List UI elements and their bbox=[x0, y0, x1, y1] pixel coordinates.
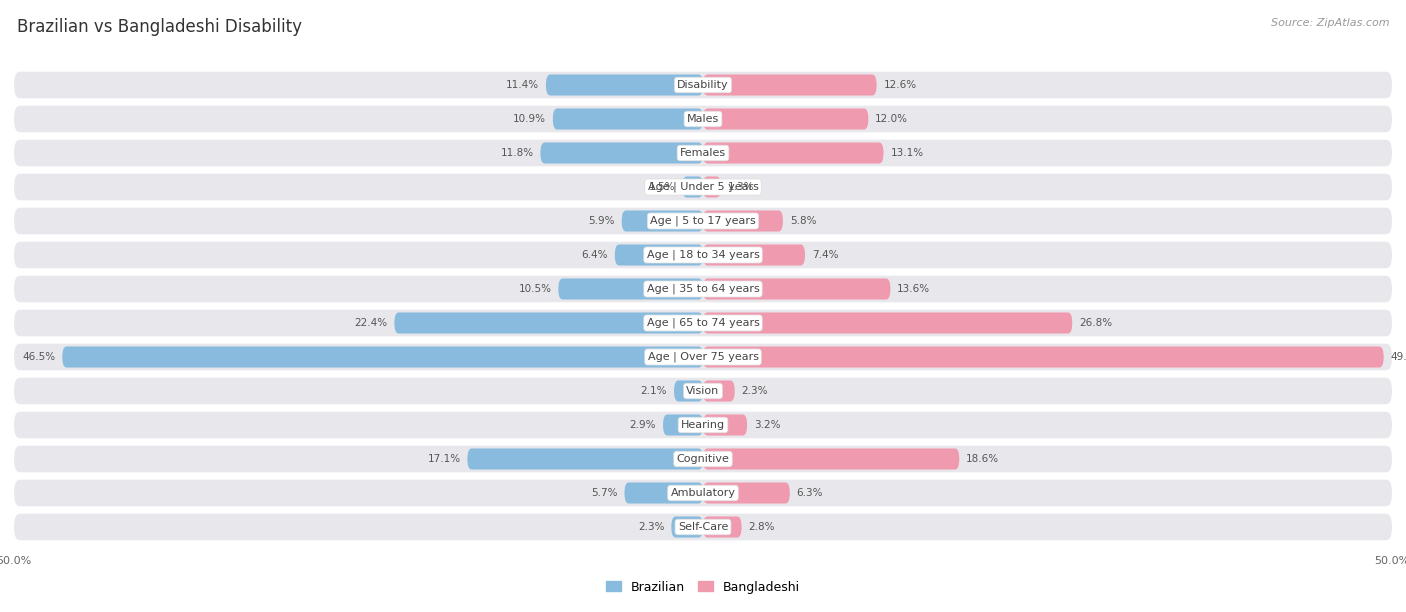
Text: 6.4%: 6.4% bbox=[582, 250, 607, 260]
FancyBboxPatch shape bbox=[14, 513, 1392, 540]
FancyBboxPatch shape bbox=[703, 482, 790, 504]
FancyBboxPatch shape bbox=[62, 346, 703, 368]
Text: 5.7%: 5.7% bbox=[591, 488, 617, 498]
FancyBboxPatch shape bbox=[621, 211, 703, 231]
Text: Age | 18 to 34 years: Age | 18 to 34 years bbox=[647, 250, 759, 260]
FancyBboxPatch shape bbox=[703, 75, 876, 95]
FancyBboxPatch shape bbox=[558, 278, 703, 299]
Text: Cognitive: Cognitive bbox=[676, 454, 730, 464]
Text: 7.4%: 7.4% bbox=[811, 250, 838, 260]
FancyBboxPatch shape bbox=[553, 108, 703, 130]
FancyBboxPatch shape bbox=[614, 244, 703, 266]
FancyBboxPatch shape bbox=[14, 412, 1392, 438]
FancyBboxPatch shape bbox=[14, 207, 1392, 234]
Text: Age | 65 to 74 years: Age | 65 to 74 years bbox=[647, 318, 759, 328]
FancyBboxPatch shape bbox=[703, 517, 741, 537]
Text: Females: Females bbox=[681, 148, 725, 158]
FancyBboxPatch shape bbox=[14, 378, 1392, 405]
Text: 5.8%: 5.8% bbox=[790, 216, 817, 226]
FancyBboxPatch shape bbox=[703, 108, 869, 130]
FancyBboxPatch shape bbox=[673, 381, 703, 401]
FancyBboxPatch shape bbox=[664, 414, 703, 436]
Text: 12.6%: 12.6% bbox=[883, 80, 917, 90]
Text: 22.4%: 22.4% bbox=[354, 318, 388, 328]
FancyBboxPatch shape bbox=[703, 211, 783, 231]
Text: 2.1%: 2.1% bbox=[641, 386, 668, 396]
Text: Ambulatory: Ambulatory bbox=[671, 488, 735, 498]
Text: Age | Under 5 years: Age | Under 5 years bbox=[648, 182, 758, 192]
FancyBboxPatch shape bbox=[14, 174, 1392, 200]
FancyBboxPatch shape bbox=[14, 446, 1392, 472]
Text: 5.9%: 5.9% bbox=[588, 216, 614, 226]
Text: 17.1%: 17.1% bbox=[427, 454, 461, 464]
Text: 26.8%: 26.8% bbox=[1080, 318, 1112, 328]
Text: Disability: Disability bbox=[678, 80, 728, 90]
FancyBboxPatch shape bbox=[703, 176, 721, 198]
FancyBboxPatch shape bbox=[703, 313, 1073, 334]
Text: 13.6%: 13.6% bbox=[897, 284, 931, 294]
Text: 10.5%: 10.5% bbox=[519, 284, 551, 294]
FancyBboxPatch shape bbox=[703, 143, 883, 163]
Text: 2.3%: 2.3% bbox=[741, 386, 768, 396]
FancyBboxPatch shape bbox=[703, 449, 959, 469]
FancyBboxPatch shape bbox=[671, 517, 703, 537]
FancyBboxPatch shape bbox=[14, 344, 1392, 370]
FancyBboxPatch shape bbox=[467, 449, 703, 469]
Text: 6.3%: 6.3% bbox=[797, 488, 823, 498]
Text: Males: Males bbox=[688, 114, 718, 124]
FancyBboxPatch shape bbox=[703, 346, 1384, 368]
FancyBboxPatch shape bbox=[703, 414, 747, 436]
Text: 2.3%: 2.3% bbox=[638, 522, 665, 532]
Text: 2.8%: 2.8% bbox=[748, 522, 775, 532]
Text: 10.9%: 10.9% bbox=[513, 114, 546, 124]
FancyBboxPatch shape bbox=[540, 143, 703, 163]
FancyBboxPatch shape bbox=[14, 242, 1392, 268]
FancyBboxPatch shape bbox=[14, 72, 1392, 99]
FancyBboxPatch shape bbox=[682, 176, 703, 198]
Text: 12.0%: 12.0% bbox=[875, 114, 908, 124]
FancyBboxPatch shape bbox=[14, 310, 1392, 336]
FancyBboxPatch shape bbox=[703, 244, 806, 266]
FancyBboxPatch shape bbox=[546, 75, 703, 95]
Text: Age | Over 75 years: Age | Over 75 years bbox=[648, 352, 758, 362]
Text: 1.3%: 1.3% bbox=[728, 182, 754, 192]
FancyBboxPatch shape bbox=[14, 140, 1392, 166]
Text: Age | 35 to 64 years: Age | 35 to 64 years bbox=[647, 284, 759, 294]
Text: Self-Care: Self-Care bbox=[678, 522, 728, 532]
FancyBboxPatch shape bbox=[14, 106, 1392, 132]
Text: Brazilian vs Bangladeshi Disability: Brazilian vs Bangladeshi Disability bbox=[17, 18, 302, 36]
FancyBboxPatch shape bbox=[14, 276, 1392, 302]
Text: 1.5%: 1.5% bbox=[650, 182, 675, 192]
Text: Age | 5 to 17 years: Age | 5 to 17 years bbox=[650, 216, 756, 226]
FancyBboxPatch shape bbox=[703, 381, 735, 401]
FancyBboxPatch shape bbox=[14, 480, 1392, 506]
Text: 3.2%: 3.2% bbox=[754, 420, 780, 430]
Legend: Brazilian, Bangladeshi: Brazilian, Bangladeshi bbox=[606, 581, 800, 594]
FancyBboxPatch shape bbox=[703, 278, 890, 299]
Text: 11.4%: 11.4% bbox=[506, 80, 538, 90]
Text: 2.9%: 2.9% bbox=[630, 420, 657, 430]
Text: 13.1%: 13.1% bbox=[890, 148, 924, 158]
Text: 49.4%: 49.4% bbox=[1391, 352, 1406, 362]
FancyBboxPatch shape bbox=[394, 313, 703, 334]
Text: Vision: Vision bbox=[686, 386, 720, 396]
Text: 18.6%: 18.6% bbox=[966, 454, 1000, 464]
Text: Hearing: Hearing bbox=[681, 420, 725, 430]
Text: 46.5%: 46.5% bbox=[22, 352, 55, 362]
Text: Source: ZipAtlas.com: Source: ZipAtlas.com bbox=[1271, 18, 1389, 28]
Text: 11.8%: 11.8% bbox=[501, 148, 533, 158]
FancyBboxPatch shape bbox=[624, 482, 703, 504]
